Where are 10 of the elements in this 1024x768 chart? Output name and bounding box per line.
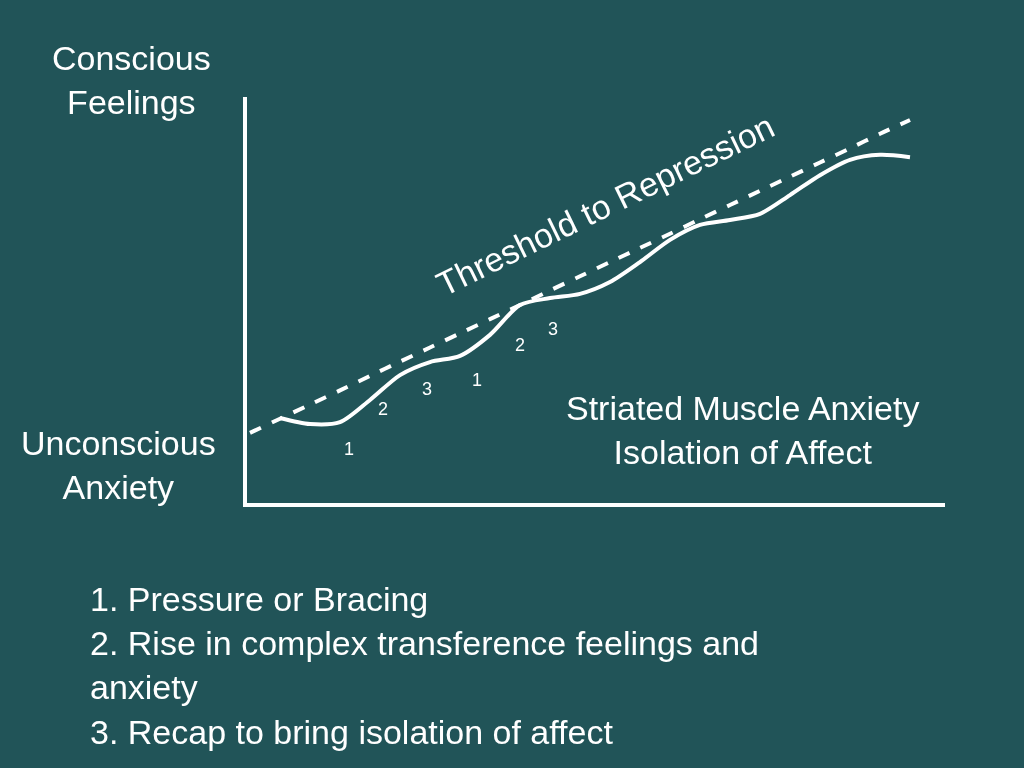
text: Unconscious Anxiety [21, 424, 216, 507]
annotation: 1 [344, 439, 355, 459]
text: Conscious Feelings [52, 39, 211, 122]
annotation: 3 [422, 379, 433, 399]
annotation: 2 [378, 399, 389, 419]
annotation: 3 [548, 319, 559, 339]
annotation: Striated Muscle Anxiety Isolation of Affect [566, 389, 920, 472]
annotation: 2 [515, 335, 526, 355]
text: 1. Pressure or Bracing 2. Rise in complex transference feelings and anxiety 3. Recap to bring isolation of affect [90, 580, 760, 751]
annotation: 1 [472, 370, 483, 390]
